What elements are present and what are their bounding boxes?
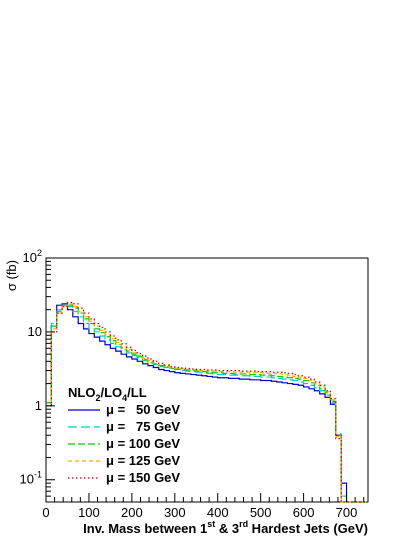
x-tick-label: 600	[293, 505, 315, 520]
x-axis-title: Inv. Mass between 1st & 3rd Hardest Jets…	[83, 519, 368, 536]
series-line-1	[46, 303, 368, 503]
legend-entry-2: μ = 75 GeV	[106, 419, 180, 434]
series-line-4	[46, 303, 368, 503]
legend-header: NLO2/LO4/LL	[68, 385, 147, 403]
y-tick-label: 10	[28, 324, 42, 339]
y-tick-label: 102	[23, 248, 42, 265]
x-tick-label: 700	[336, 505, 358, 520]
ticks-layer	[45, 257, 365, 503]
legend-entry-3: μ = 100 GeV	[106, 436, 180, 451]
series-line-2	[46, 304, 368, 503]
legend-entry-4: μ = 125 GeV	[106, 453, 180, 468]
x-tick-label: 400	[207, 505, 229, 520]
plot-frame	[45, 257, 369, 503]
y-tick-label: 1	[35, 398, 42, 413]
legend-entry-1: μ = 50 GeV	[106, 402, 180, 417]
y-tick-label: 10-1	[20, 470, 42, 487]
x-tick-label: 200	[121, 505, 143, 520]
x-tick-label: 300	[164, 505, 186, 520]
series-layer	[46, 301, 368, 503]
legend-entry-5: μ = 150 GeV	[106, 470, 180, 485]
x-tick-label: 0	[42, 505, 49, 520]
legend: NLO2/LO4/LLμ = 50 GeV μ = 75 GeV μ = 100 G…	[68, 385, 180, 485]
y-axis-title: σ (fb)	[4, 260, 19, 291]
x-tick-label: 500	[250, 505, 272, 520]
plot-area-border	[45, 257, 369, 503]
labels-layer: 0 100 200 300 400 500 600 700 10-1 1 10 102 Inv. Mas…	[4, 248, 368, 536]
x-tick-label: 100	[78, 505, 100, 520]
